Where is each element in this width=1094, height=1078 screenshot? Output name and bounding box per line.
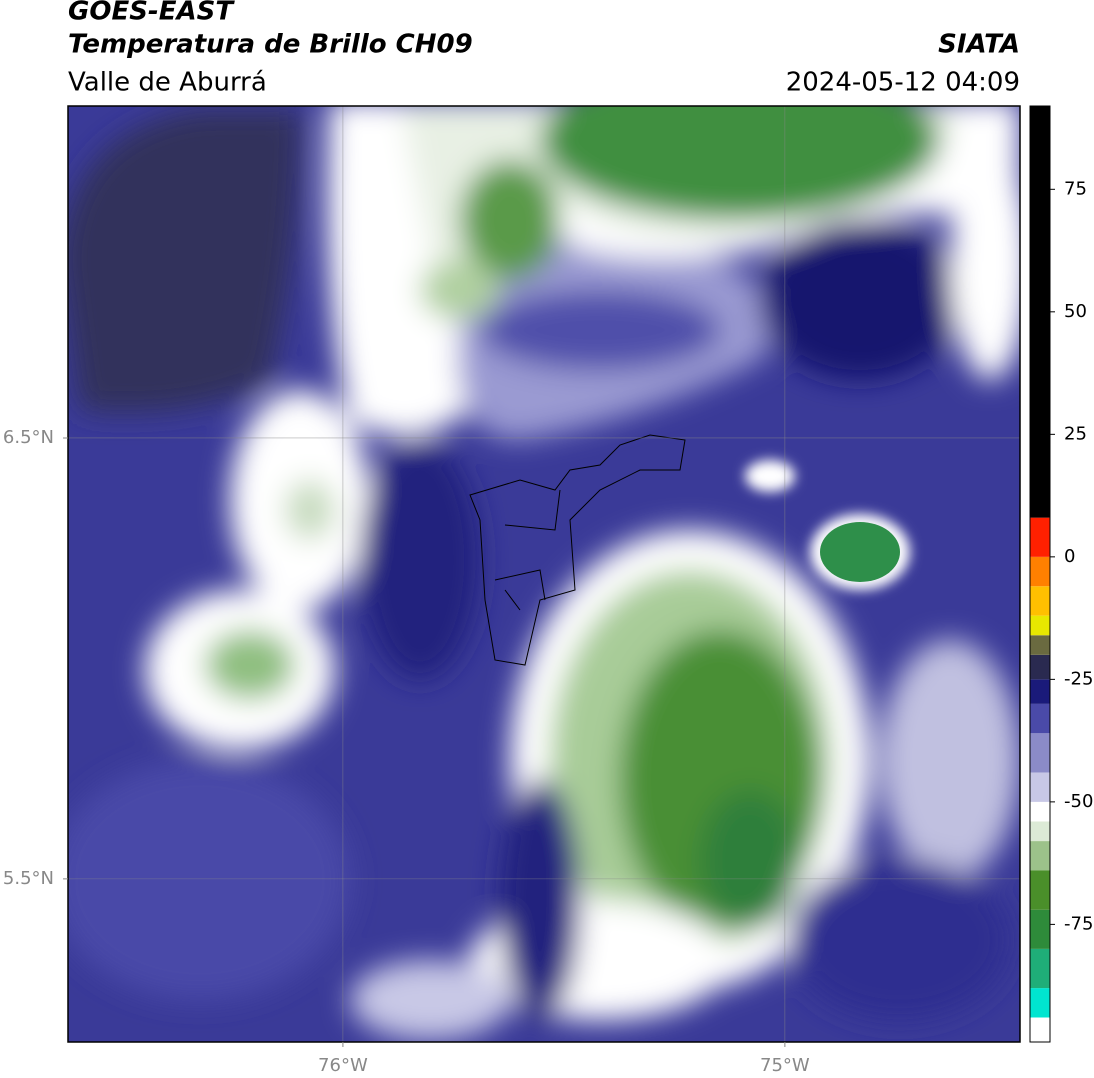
y-tick-label: 5.5°N (3, 868, 54, 889)
colorbar-band (1030, 679, 1050, 704)
subtitle: Temperatura de Brillo CH09 (68, 30, 473, 60)
colorbar (1030, 106, 1050, 1042)
map-frame (67, 105, 1021, 1043)
colorbar-band (1030, 821, 1050, 842)
colorbar-band (1030, 615, 1050, 636)
source: SIATA (938, 30, 1020, 60)
colorbar-band (1030, 1017, 1050, 1042)
colorbar-tick-label: 0 (1064, 546, 1075, 567)
colorbar-band (1030, 517, 1050, 557)
colorbar-band (1030, 801, 1050, 822)
y-tick-label: 6.5°N (3, 427, 54, 448)
colorbar-tick-label: 75 (1064, 178, 1087, 199)
colorbar-band (1030, 870, 1050, 910)
title: GOES-EAST (68, 0, 235, 27)
region: Valle de Aburrá (68, 68, 267, 98)
colorbar-band (1030, 586, 1050, 616)
colorbar-band (1030, 988, 1050, 1018)
x-tick-label: 76°W (318, 1055, 368, 1076)
grid (68, 106, 1020, 1042)
colorbar-tick-label: -50 (1064, 791, 1093, 812)
satellite-image (68, 106, 1020, 1042)
colorbar-band (1030, 909, 1050, 949)
colorbar-band (1030, 635, 1050, 655)
colorbar-band (1030, 772, 1050, 802)
colorbar-tick-label: 50 (1064, 301, 1087, 322)
colorbar-band (1030, 106, 1050, 518)
colorbar-band (1030, 556, 1050, 587)
x-tick-label: 75°W (760, 1055, 810, 1076)
colorbar-band (1030, 733, 1050, 773)
timestamp: 2024-05-12 04:09 (786, 68, 1020, 98)
colorbar-band (1030, 703, 1050, 734)
colorbar-tick-label: -25 (1064, 668, 1093, 689)
colorbar-tick-label: 25 (1064, 423, 1087, 444)
colorbar-band (1030, 841, 1050, 871)
region-boundary (469, 434, 686, 666)
colorbar-tick-label: -75 (1064, 913, 1093, 934)
colorbar-band (1030, 654, 1050, 680)
colorbar-band (1030, 948, 1050, 989)
colorbar-frame (1029, 105, 1051, 1043)
